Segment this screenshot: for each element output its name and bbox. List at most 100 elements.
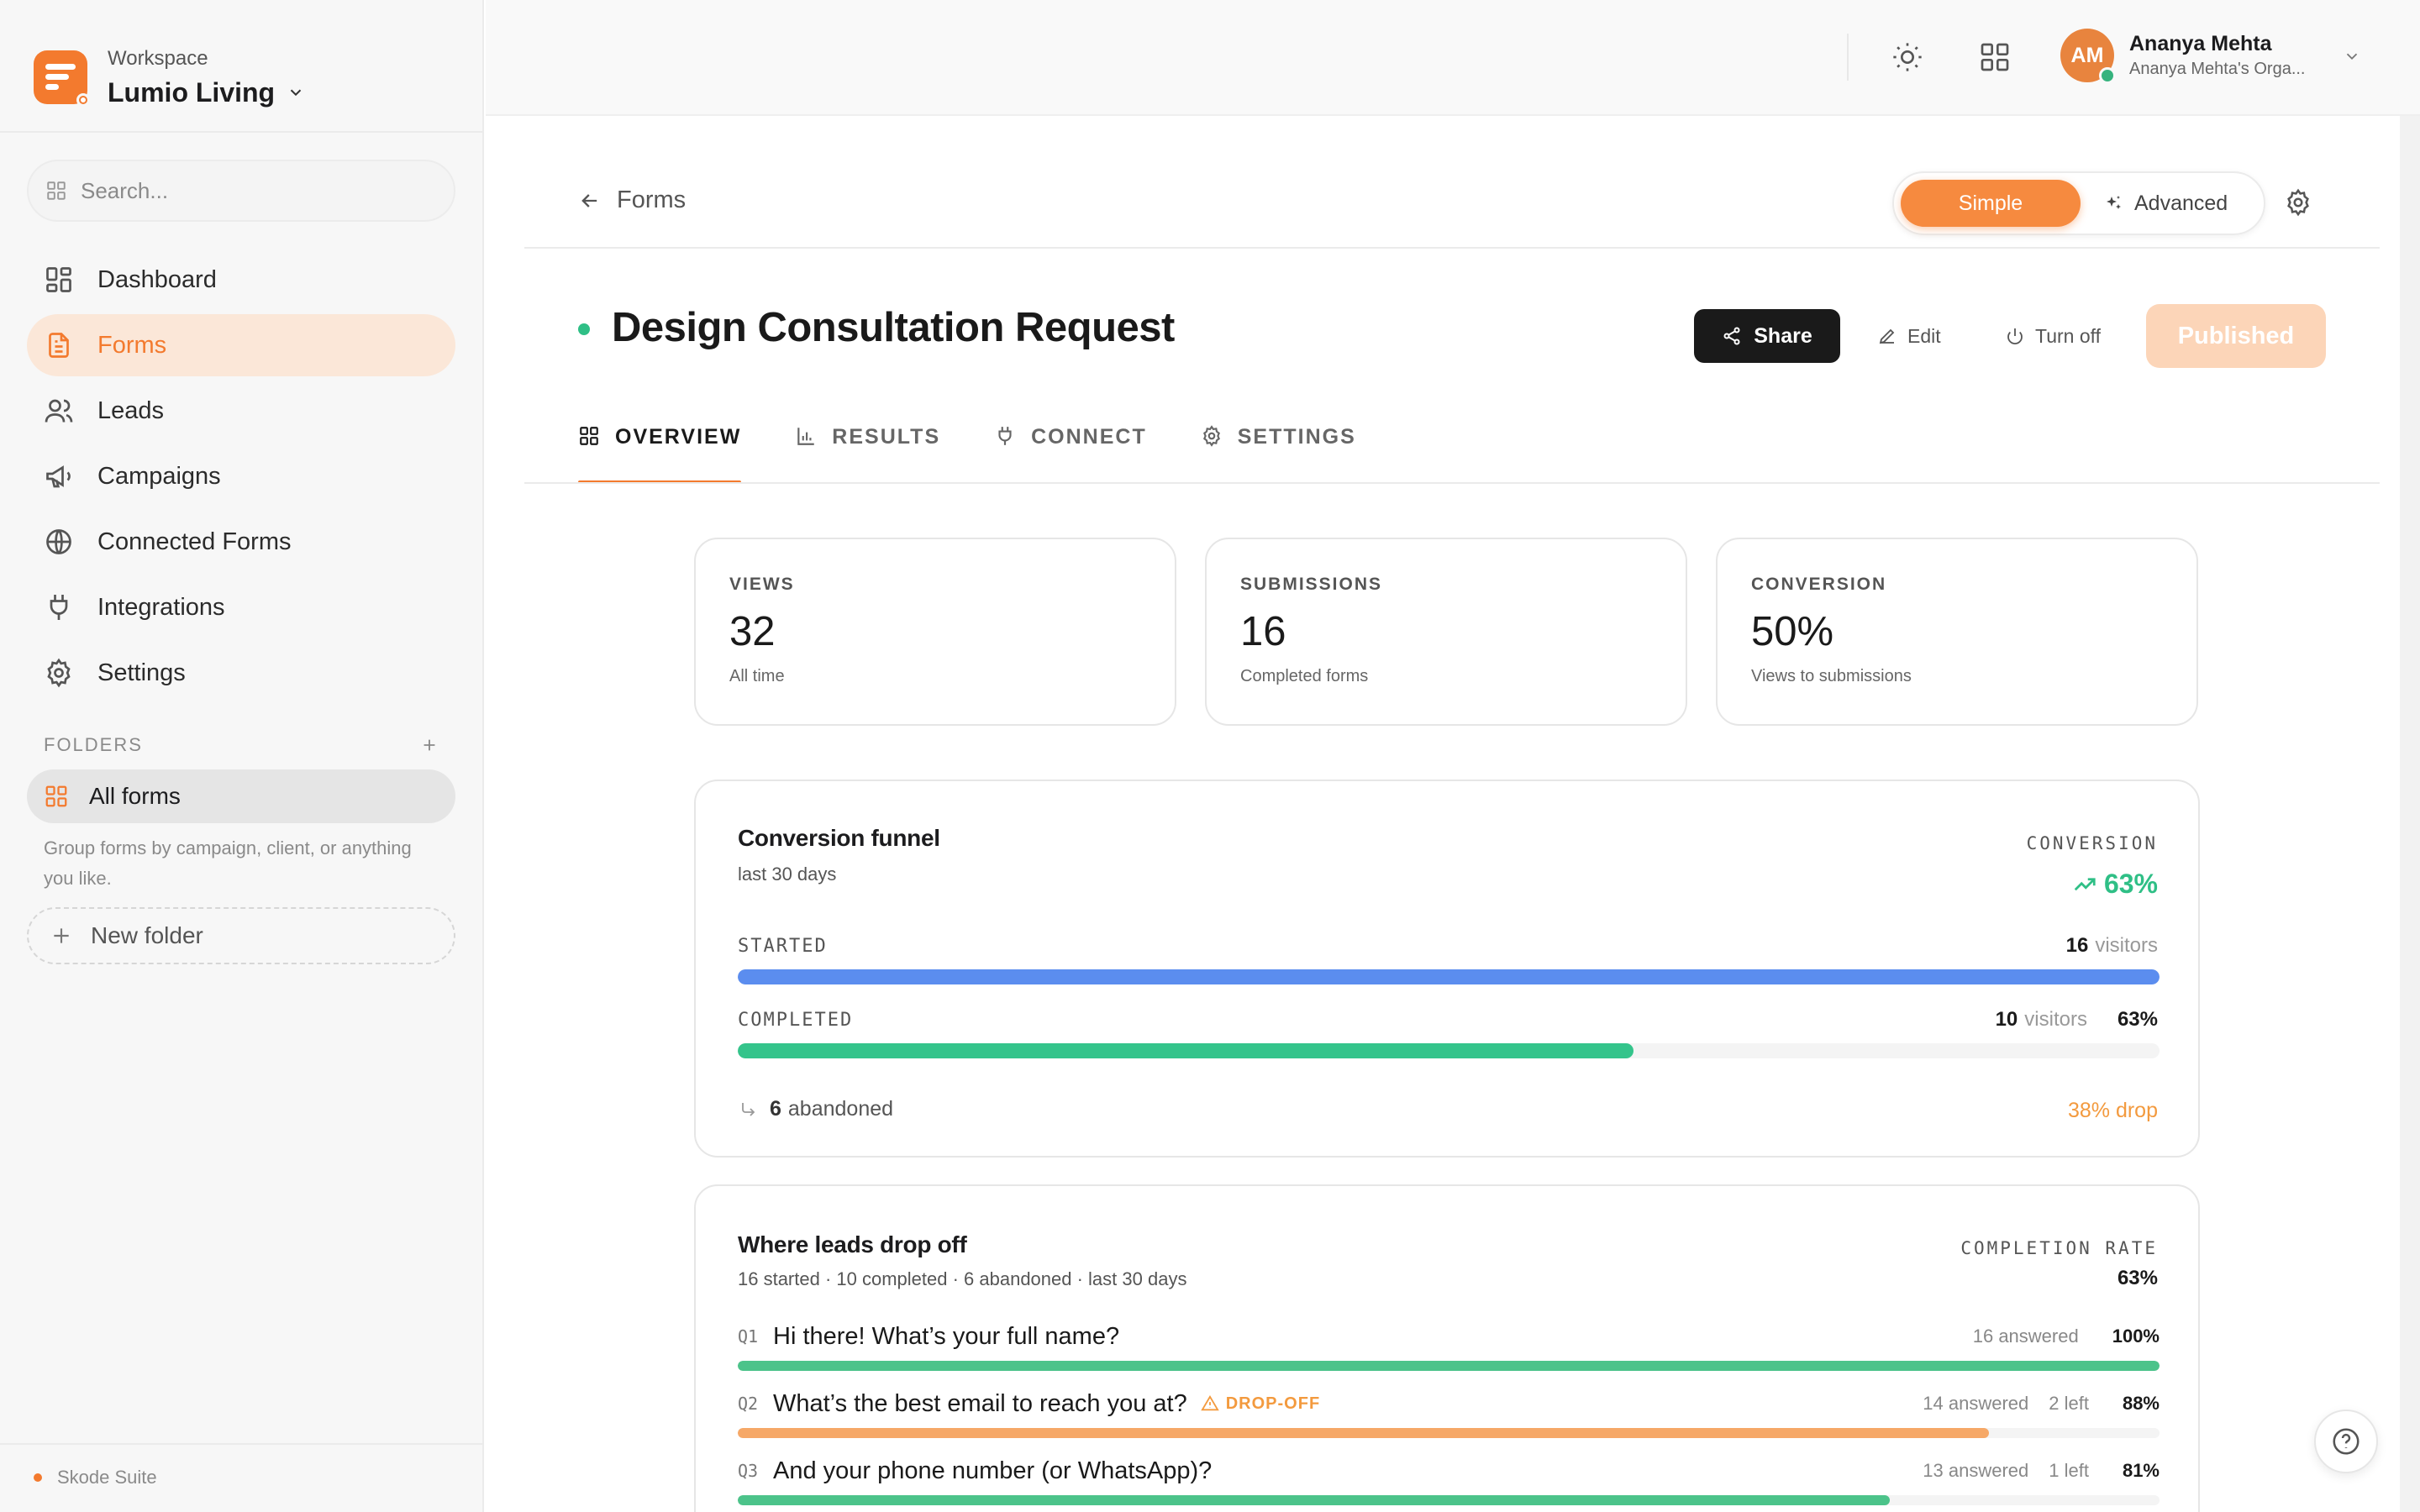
sidebar-item-integrations[interactable]: Integrations (27, 576, 455, 638)
card-title: Conversion funnel (738, 825, 940, 851)
stat-value: 16 (1240, 609, 1286, 654)
answered-count: 14 answered (1923, 1393, 2029, 1414)
question-row: Q1 Hi there! What’s your full name? 16 a… (738, 1323, 2160, 1350)
sidebar-item-label: Settings (97, 659, 186, 686)
scrollbar[interactable] (2400, 116, 2420, 1512)
mode-advanced-button[interactable]: Advanced (2104, 180, 2228, 227)
stat-subtitle: All time (729, 667, 785, 685)
question-number: Q3 (738, 1461, 759, 1481)
edit-button[interactable]: Edit (1877, 309, 1941, 363)
back-to-forms-link[interactable]: Forms (578, 186, 686, 214)
folder-label: All forms (89, 783, 181, 809)
drop-off-card: Where leads drop off 16 started · 10 com… (694, 1184, 2200, 1512)
sidebar-item-campaigns[interactable]: Campaigns (27, 445, 455, 507)
stat-card-conversion: CONVERSION 50% Views to submissions (1716, 538, 2198, 726)
mode-advanced-label: Advanced (2134, 191, 2228, 215)
tab-label: OVERVIEW (615, 425, 742, 449)
sidebar-item-dashboard[interactable]: Dashboard (27, 249, 455, 311)
abandoned-count: 6 (770, 1097, 781, 1121)
user-org: Ananya Mehta's Orga... (2129, 60, 2306, 78)
folders-hint: Group forms by campaign, client, or anyt… (44, 837, 412, 889)
question-bar-fill (738, 1495, 1890, 1505)
globe-icon (46, 529, 71, 554)
share-button[interactable]: Share (1694, 309, 1840, 363)
divider (524, 247, 2380, 249)
sidebar-item-label: Dashboard (97, 265, 217, 293)
question-row: Q2 What’s the best email to reach you at… (738, 1389, 2160, 1417)
sparkles-icon (2107, 196, 2121, 209)
dashboard-icon (46, 267, 71, 292)
search-placeholder: Search... (81, 177, 169, 203)
page-title: Design Consultation Request (612, 305, 1175, 350)
folder-all-forms[interactable]: All forms (27, 769, 455, 823)
tab-label: RESULTS (832, 425, 941, 449)
funnel-completed-fill (738, 1043, 1634, 1058)
sun-icon[interactable] (1891, 40, 1924, 74)
gear-icon[interactable] (2284, 188, 2312, 217)
drop-percentage: 38% drop (2067, 1099, 2158, 1122)
help-button[interactable] (2314, 1410, 2378, 1473)
folders-header: FOLDERS (44, 734, 439, 756)
back-label: Forms (617, 186, 687, 213)
chevron-down-icon[interactable] (2343, 47, 2361, 66)
question-text: What’s the best email to reach you at? (773, 1389, 1187, 1417)
sidebar: Workspace Lumio Living Search... Dashboa… (0, 0, 484, 1512)
workspace-logo (34, 50, 90, 107)
question-percent: 100% (2112, 1326, 2160, 1347)
mode-simple-button[interactable]: Simple (1901, 180, 2081, 227)
share-label: Share (1754, 323, 1812, 348)
tab-connect[interactable]: CONNECT (994, 417, 1147, 484)
add-folder-icon[interactable] (420, 736, 439, 754)
answered-count: 16 answered (1972, 1326, 2079, 1347)
pencil-icon (1879, 328, 1895, 344)
grid-icon (580, 427, 598, 445)
sidebar-item-leads[interactable]: Leads (27, 380, 455, 442)
sidebar-item-settings[interactable]: Settings (27, 642, 455, 704)
tab-label: SETTINGS (1237, 425, 1356, 449)
corner-down-right-icon (742, 1102, 755, 1116)
divider (524, 482, 2380, 484)
turn-off-label: Turn off (2035, 324, 2101, 347)
sidebar-item-forms[interactable]: Forms (27, 314, 455, 376)
workspace-name: Lumio Living (108, 76, 276, 108)
new-folder-button[interactable]: New folder (27, 907, 455, 964)
divider (1847, 34, 1849, 81)
completion-rate-label: COMPLETION RATE (1960, 1238, 2158, 1258)
turn-off-button[interactable]: Turn off (2005, 309, 2101, 363)
document-icon (49, 333, 69, 358)
question-bar (738, 1495, 2160, 1505)
edit-label: Edit (1907, 324, 1941, 347)
published-button[interactable]: Published (2146, 304, 2326, 368)
divider (0, 1443, 484, 1445)
sidebar-item-label: Forms (97, 331, 167, 359)
user-menu[interactable]: AM Ananya Mehta Ananya Mehta's Orga... (2060, 29, 2314, 84)
stat-value: 50% (1751, 609, 1834, 654)
tab-settings[interactable]: SETTINGS (1201, 417, 1356, 484)
new-folder-label: New folder (91, 922, 203, 948)
chevron-down-icon (290, 89, 302, 97)
tab-overview[interactable]: OVERVIEW (578, 417, 742, 484)
drop-off-badge: DROP-OFF (1200, 1394, 1320, 1414)
apps-grid-icon[interactable] (1978, 40, 2012, 74)
folders-heading: FOLDERS (44, 734, 143, 755)
count: 10 (1995, 1008, 2018, 1031)
plus-icon (54, 928, 69, 943)
users-icon (45, 399, 73, 423)
stat-subtitle: Completed forms (1240, 667, 1369, 685)
completion-rate-value: 63% (2117, 1267, 2158, 1289)
percent: 63% (2117, 1008, 2158, 1031)
footer-brand-label: Skode Suite (57, 1467, 157, 1488)
workspace-switcher[interactable]: Workspace Lumio Living (34, 30, 454, 124)
trending-up-icon (2074, 877, 2096, 890)
conversion-value: 63% (2072, 869, 2158, 900)
share-icon (1723, 327, 1740, 345)
sidebar-item-label: Integrations (97, 593, 225, 621)
sidebar-item-connected-forms[interactable]: Connected Forms (27, 511, 455, 573)
tab-results[interactable]: RESULTS (795, 417, 940, 484)
avatar: AM (2060, 29, 2116, 84)
question-bar (738, 1428, 2160, 1438)
stat-label: CONVERSION (1751, 575, 1887, 594)
left-count: 2 left (2049, 1393, 2089, 1414)
search-input[interactable]: Search... (27, 160, 455, 222)
funnel-completed-label: COMPLETED (738, 1010, 854, 1031)
